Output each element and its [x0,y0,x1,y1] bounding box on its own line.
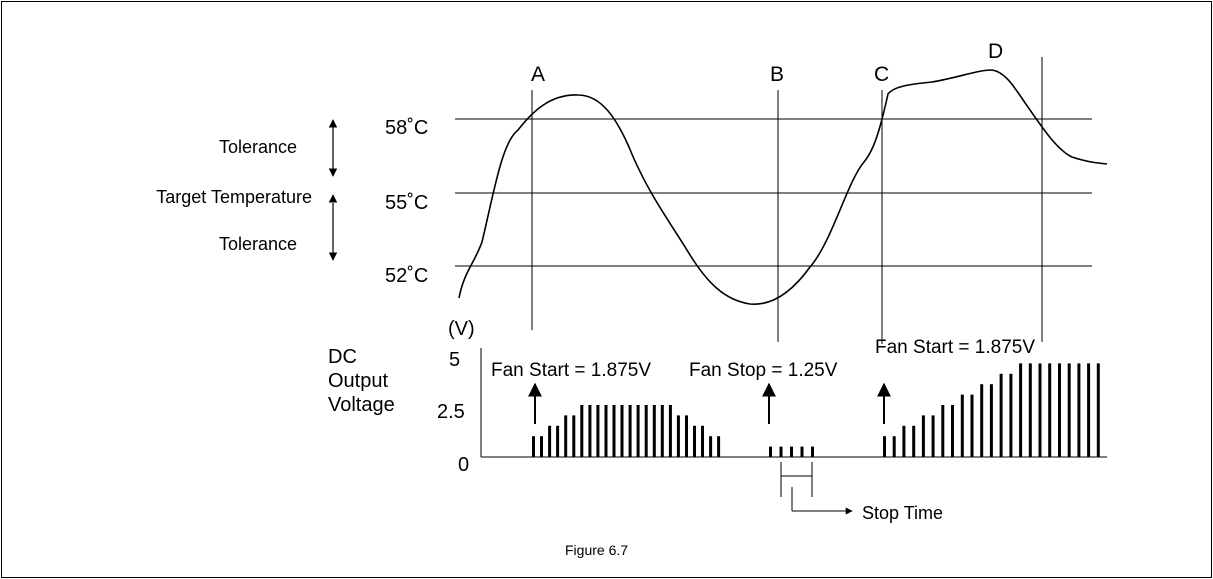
volt-2-5-label: 2.5 [437,401,465,423]
voltage-bar [951,405,954,457]
voltage-bar [1038,363,1042,457]
voltage-bar [628,405,632,457]
voltage-bar [676,415,680,457]
voltage-bar [685,415,688,457]
temp-52-label: 52˚C [385,265,428,287]
voltage-bar [811,446,814,457]
tolerance-lower-label: Tolerance [219,234,297,254]
temp-58-label: 58˚C [385,117,428,139]
figure-caption: Figure 6.7 [565,542,628,558]
voltage-bar [556,425,560,457]
voltage-bar [693,425,696,457]
voltage-bar [790,446,793,457]
voltage-bar [970,394,974,457]
voltage-bar [769,446,772,457]
voltage-bar [1096,363,1100,457]
volt-5-label: 5 [449,349,460,371]
dc-label-line3: Voltage [328,394,395,416]
voltage-bar [1009,373,1013,457]
voltage-bar [588,405,592,457]
dc-label-line2: Output [328,370,388,392]
voltage-bar [668,405,672,457]
voltage-bar [1067,363,1071,457]
voltage-bar [980,384,984,457]
voltage-bar [564,415,568,457]
voltage-bar [1048,363,1052,457]
voltage-bar [999,373,1003,457]
voltage-bar [701,425,704,457]
point-b-label: B [770,63,784,86]
voltage-bar [620,405,624,457]
voltage-bar [532,436,535,457]
point-a-label: A [531,63,545,86]
stop-time-bracket [780,462,853,515]
fan-stop-label: Fan Stop = 1.25V [689,360,838,381]
voltage-bar [883,436,886,457]
tolerance-upper-label: Tolerance [219,137,297,157]
voltage-bar [604,405,608,457]
voltage-bar [660,405,664,457]
volts-unit-label: (V) [448,318,475,340]
dc-label-line1: DC [328,346,357,368]
voltage-bar [921,415,925,457]
voltage-bar [636,405,640,457]
point-c-label: C [874,63,889,86]
voltage-bar [941,405,945,457]
voltage-bar [892,436,896,457]
voltage-bar [800,446,804,457]
voltage-bar [644,405,648,457]
voltage-bar [1077,363,1081,457]
target-temperature-label: Target Temperature [156,187,312,207]
voltage-bar [548,425,552,457]
voltage-bar [779,446,783,457]
voltage-bar [960,394,964,457]
voltage-bar [596,405,600,457]
voltage-bar [709,436,713,457]
temperature-curve [458,69,1108,305]
fan-start-2-label: Fan Start = 1.875V [875,337,1035,358]
voltage-bar [652,405,656,457]
fan-start-1-label: Fan Start = 1.875V [491,360,651,381]
stop-time-label: Stop Time [862,503,943,523]
voltage-bar [572,415,576,457]
voltage-bar [902,425,906,457]
voltage-bar [540,436,543,457]
voltage-bar [580,405,584,457]
voltage-bar [1019,363,1023,457]
voltage-bar [1028,363,1032,457]
voltage-bar [1087,363,1091,457]
voltage-bar [931,415,935,457]
volt-0-label: 0 [458,454,469,476]
point-d-label: D [988,40,1003,63]
voltage-bar [1058,363,1061,457]
voltage-bar [912,425,916,457]
voltage-bar [612,405,616,457]
voltage-bar [717,436,721,457]
voltage-bars [532,363,1100,457]
temp-55-label: 55˚C [385,192,428,214]
voltage-bar [989,384,993,457]
